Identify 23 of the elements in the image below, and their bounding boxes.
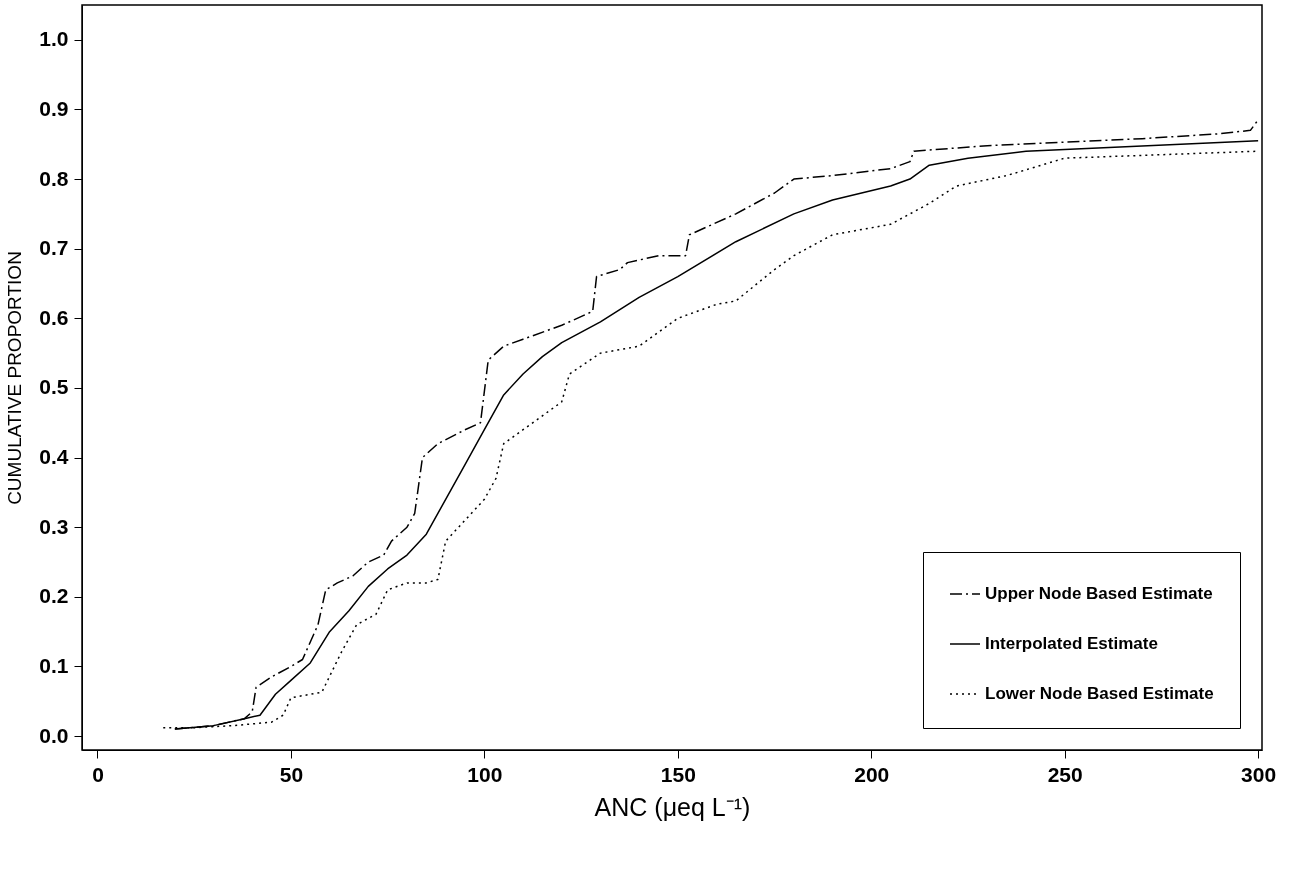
x-tick-label: 200: [854, 762, 890, 786]
x-tick-label: 100: [467, 762, 503, 786]
x-tick-label: 50: [279, 762, 304, 786]
x-tick-label: 150: [660, 762, 696, 786]
y-tick-label: 0.9: [39, 96, 69, 120]
y-tick-label: 0.6: [39, 305, 69, 329]
y-tick-label: 0.8: [39, 166, 69, 190]
x-tick-label: 300: [1241, 762, 1277, 786]
y-tick-label: 0.3: [39, 514, 69, 538]
y-tick-label: 0.2: [39, 584, 69, 608]
legend-label: Lower Node Based Estimate: [985, 684, 1214, 703]
y-tick-label: 1.0: [39, 27, 69, 51]
legend-label: Interpolated Estimate: [985, 634, 1158, 653]
x-axis-title: ANC (μeq L⁻¹): [594, 792, 751, 821]
y-tick-label: 0.4: [39, 445, 69, 469]
y-tick-label: 0.7: [39, 236, 69, 260]
y-tick-label: 0.5: [39, 375, 69, 399]
x-tick-label: 0: [92, 762, 104, 786]
y-axis-title: CUMULATIVE PROPORTION: [4, 251, 26, 505]
y-tick-label: 0.1: [39, 653, 69, 677]
y-tick-label: 0.0: [39, 723, 69, 747]
legend-label: Upper Node Based Estimate: [985, 584, 1213, 603]
x-tick-label: 250: [1047, 762, 1083, 786]
